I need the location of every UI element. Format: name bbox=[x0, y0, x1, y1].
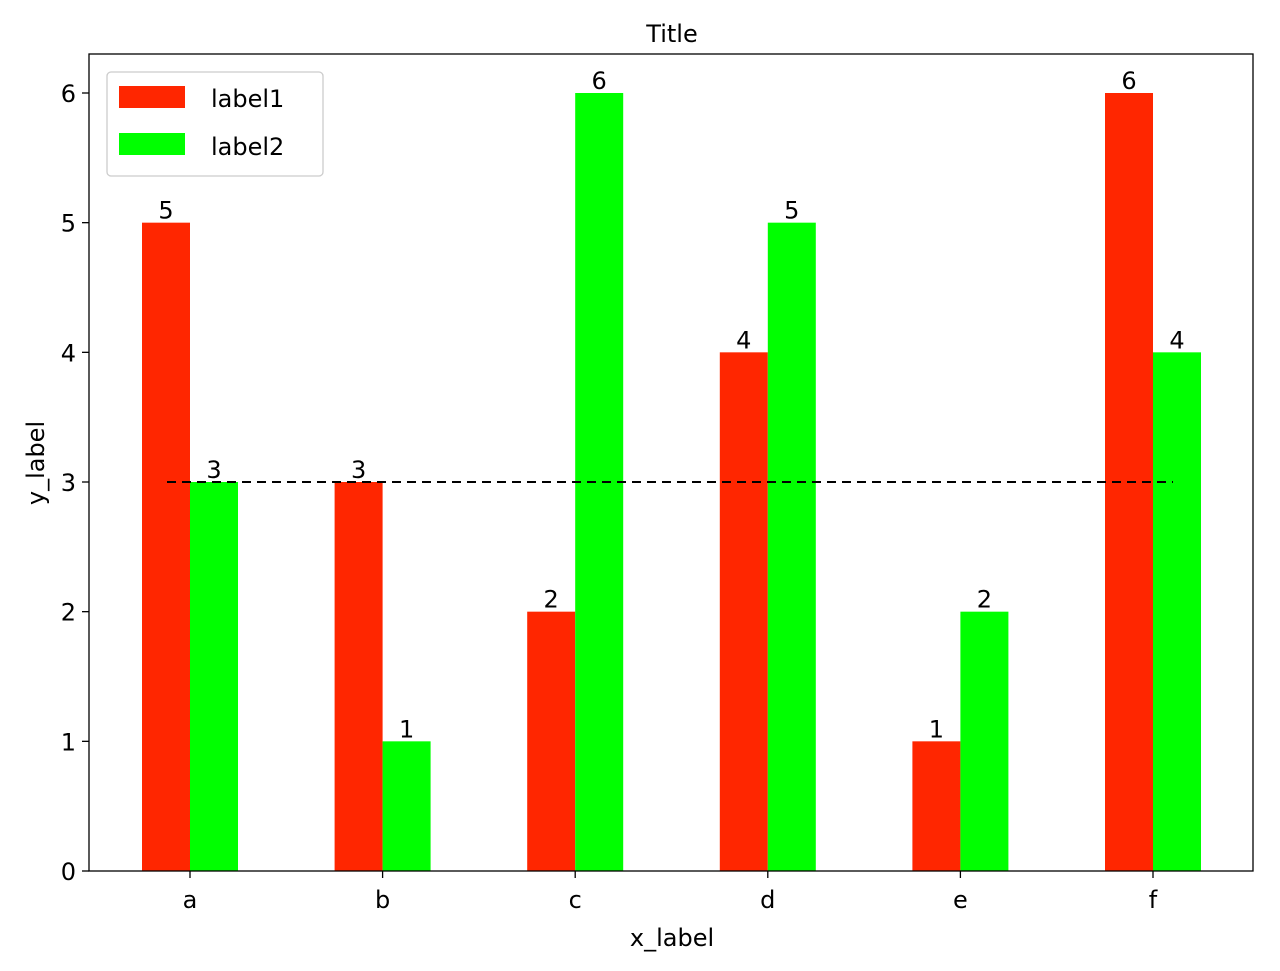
chart-title: Title bbox=[645, 20, 697, 48]
bar-label1-d bbox=[719, 352, 768, 871]
bar-value-label: 4 bbox=[736, 326, 751, 354]
bar-value-label: 3 bbox=[351, 456, 366, 484]
bar-label2-a bbox=[190, 482, 238, 871]
y-tick-label: 0 bbox=[61, 858, 76, 886]
x-tick-label: e bbox=[953, 886, 968, 914]
y-tick-label: 1 bbox=[61, 728, 76, 756]
x-tick-label: a bbox=[183, 886, 198, 914]
x-tick-label: c bbox=[569, 886, 582, 914]
legend-swatch-label2 bbox=[119, 133, 185, 155]
bar-label2-b bbox=[382, 741, 431, 871]
bar-value-label: 5 bbox=[158, 197, 173, 225]
bar-value-label: 1 bbox=[399, 715, 414, 743]
x-tick-label: b bbox=[375, 886, 390, 914]
bar-label2-d bbox=[767, 222, 816, 871]
bar-label2-c bbox=[575, 93, 624, 871]
bar-label1-e bbox=[912, 741, 961, 871]
bar-value-label: 2 bbox=[977, 586, 992, 614]
x-axis-label: x_label bbox=[630, 924, 714, 952]
legend-swatch-label1 bbox=[119, 86, 185, 108]
y-tick-label: 5 bbox=[61, 210, 76, 238]
y-axis-ticks: 0 1 2 3 4 5 6 bbox=[61, 80, 89, 886]
y-tick-label: 4 bbox=[61, 339, 76, 367]
x-tick-label: d bbox=[760, 886, 775, 914]
y-tick-label: 2 bbox=[61, 599, 76, 627]
bar-value-label: 6 bbox=[1121, 67, 1136, 95]
bar-label1-b bbox=[334, 482, 383, 871]
bar-value-label: 4 bbox=[1169, 326, 1184, 354]
bar-value-labels: 5 3 2 4 1 6 3 1 6 5 2 4 bbox=[158, 67, 1184, 743]
bar-value-label: 2 bbox=[544, 586, 559, 614]
bar-label1-a bbox=[142, 222, 190, 871]
legend-label-1: label1 bbox=[211, 85, 284, 113]
legend: label1 label2 bbox=[106, 71, 324, 177]
bar-value-label: 3 bbox=[206, 456, 221, 484]
x-tick-label: f bbox=[1149, 886, 1158, 914]
legend-label-2: label2 bbox=[211, 133, 284, 161]
y-axis-label: y_label bbox=[22, 421, 50, 505]
y-tick-label: 6 bbox=[61, 80, 76, 108]
bar-value-label: 1 bbox=[929, 715, 944, 743]
bar-value-label: 5 bbox=[784, 197, 799, 225]
bar-label2-e bbox=[960, 611, 1009, 871]
plot-area-frame bbox=[88, 53, 1254, 872]
x-axis-ticks: a b c d e f bbox=[183, 871, 1158, 914]
bar-label1-c bbox=[527, 611, 576, 871]
y-tick-label: 3 bbox=[61, 469, 76, 497]
bar-value-label: 6 bbox=[592, 67, 607, 95]
bar-label2-f bbox=[1153, 352, 1201, 871]
